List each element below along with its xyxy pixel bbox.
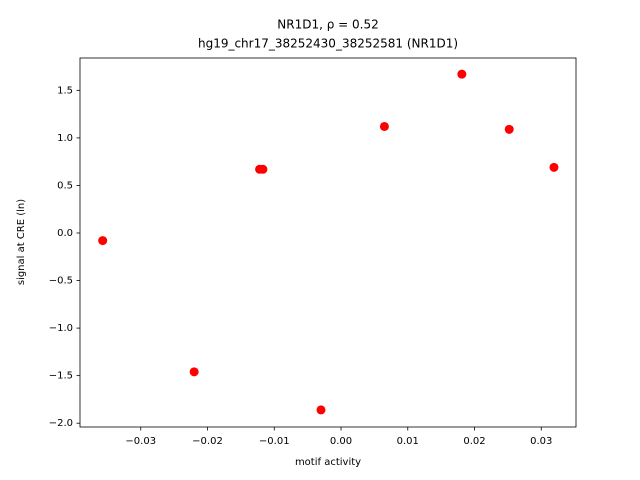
y-axis-label: signal at CRE (ln) xyxy=(16,199,27,285)
point xyxy=(258,164,268,174)
y-tick-label: 1.0 xyxy=(57,133,73,144)
point xyxy=(504,124,514,134)
y-tick-label: −2.0 xyxy=(49,418,73,429)
y-tick-label: 0.0 xyxy=(57,228,73,239)
y-tick-label: −1.5 xyxy=(49,371,73,382)
x-tick-label: −0.01 xyxy=(259,436,290,447)
y-tick-label: −1.0 xyxy=(49,323,73,334)
y-tick-label: 0.5 xyxy=(57,180,73,191)
point xyxy=(457,69,467,79)
x-tick-label: −0.02 xyxy=(192,436,223,447)
point xyxy=(549,162,559,172)
x-axis-label: motif activity xyxy=(295,457,361,468)
plot-frame xyxy=(79,57,577,428)
x-tick-label: 0.03 xyxy=(530,436,552,447)
point xyxy=(189,367,199,377)
y-tick-label: 1.5 xyxy=(57,85,73,96)
y-tick-label: −0.5 xyxy=(49,276,73,287)
x-tick-label: 0.01 xyxy=(397,436,419,447)
x-tick-label: 0.02 xyxy=(463,436,485,447)
chart-subtitle: hg19_chr17_38252430_38252581 (NR1D1) xyxy=(198,37,458,51)
x-tick-label: −0.03 xyxy=(125,436,156,447)
chart-title: NR1D1, ρ = 0.52 xyxy=(277,18,378,32)
point xyxy=(98,236,108,246)
x-tick-label: 0.00 xyxy=(330,436,352,447)
point xyxy=(316,405,326,415)
point xyxy=(379,121,389,131)
